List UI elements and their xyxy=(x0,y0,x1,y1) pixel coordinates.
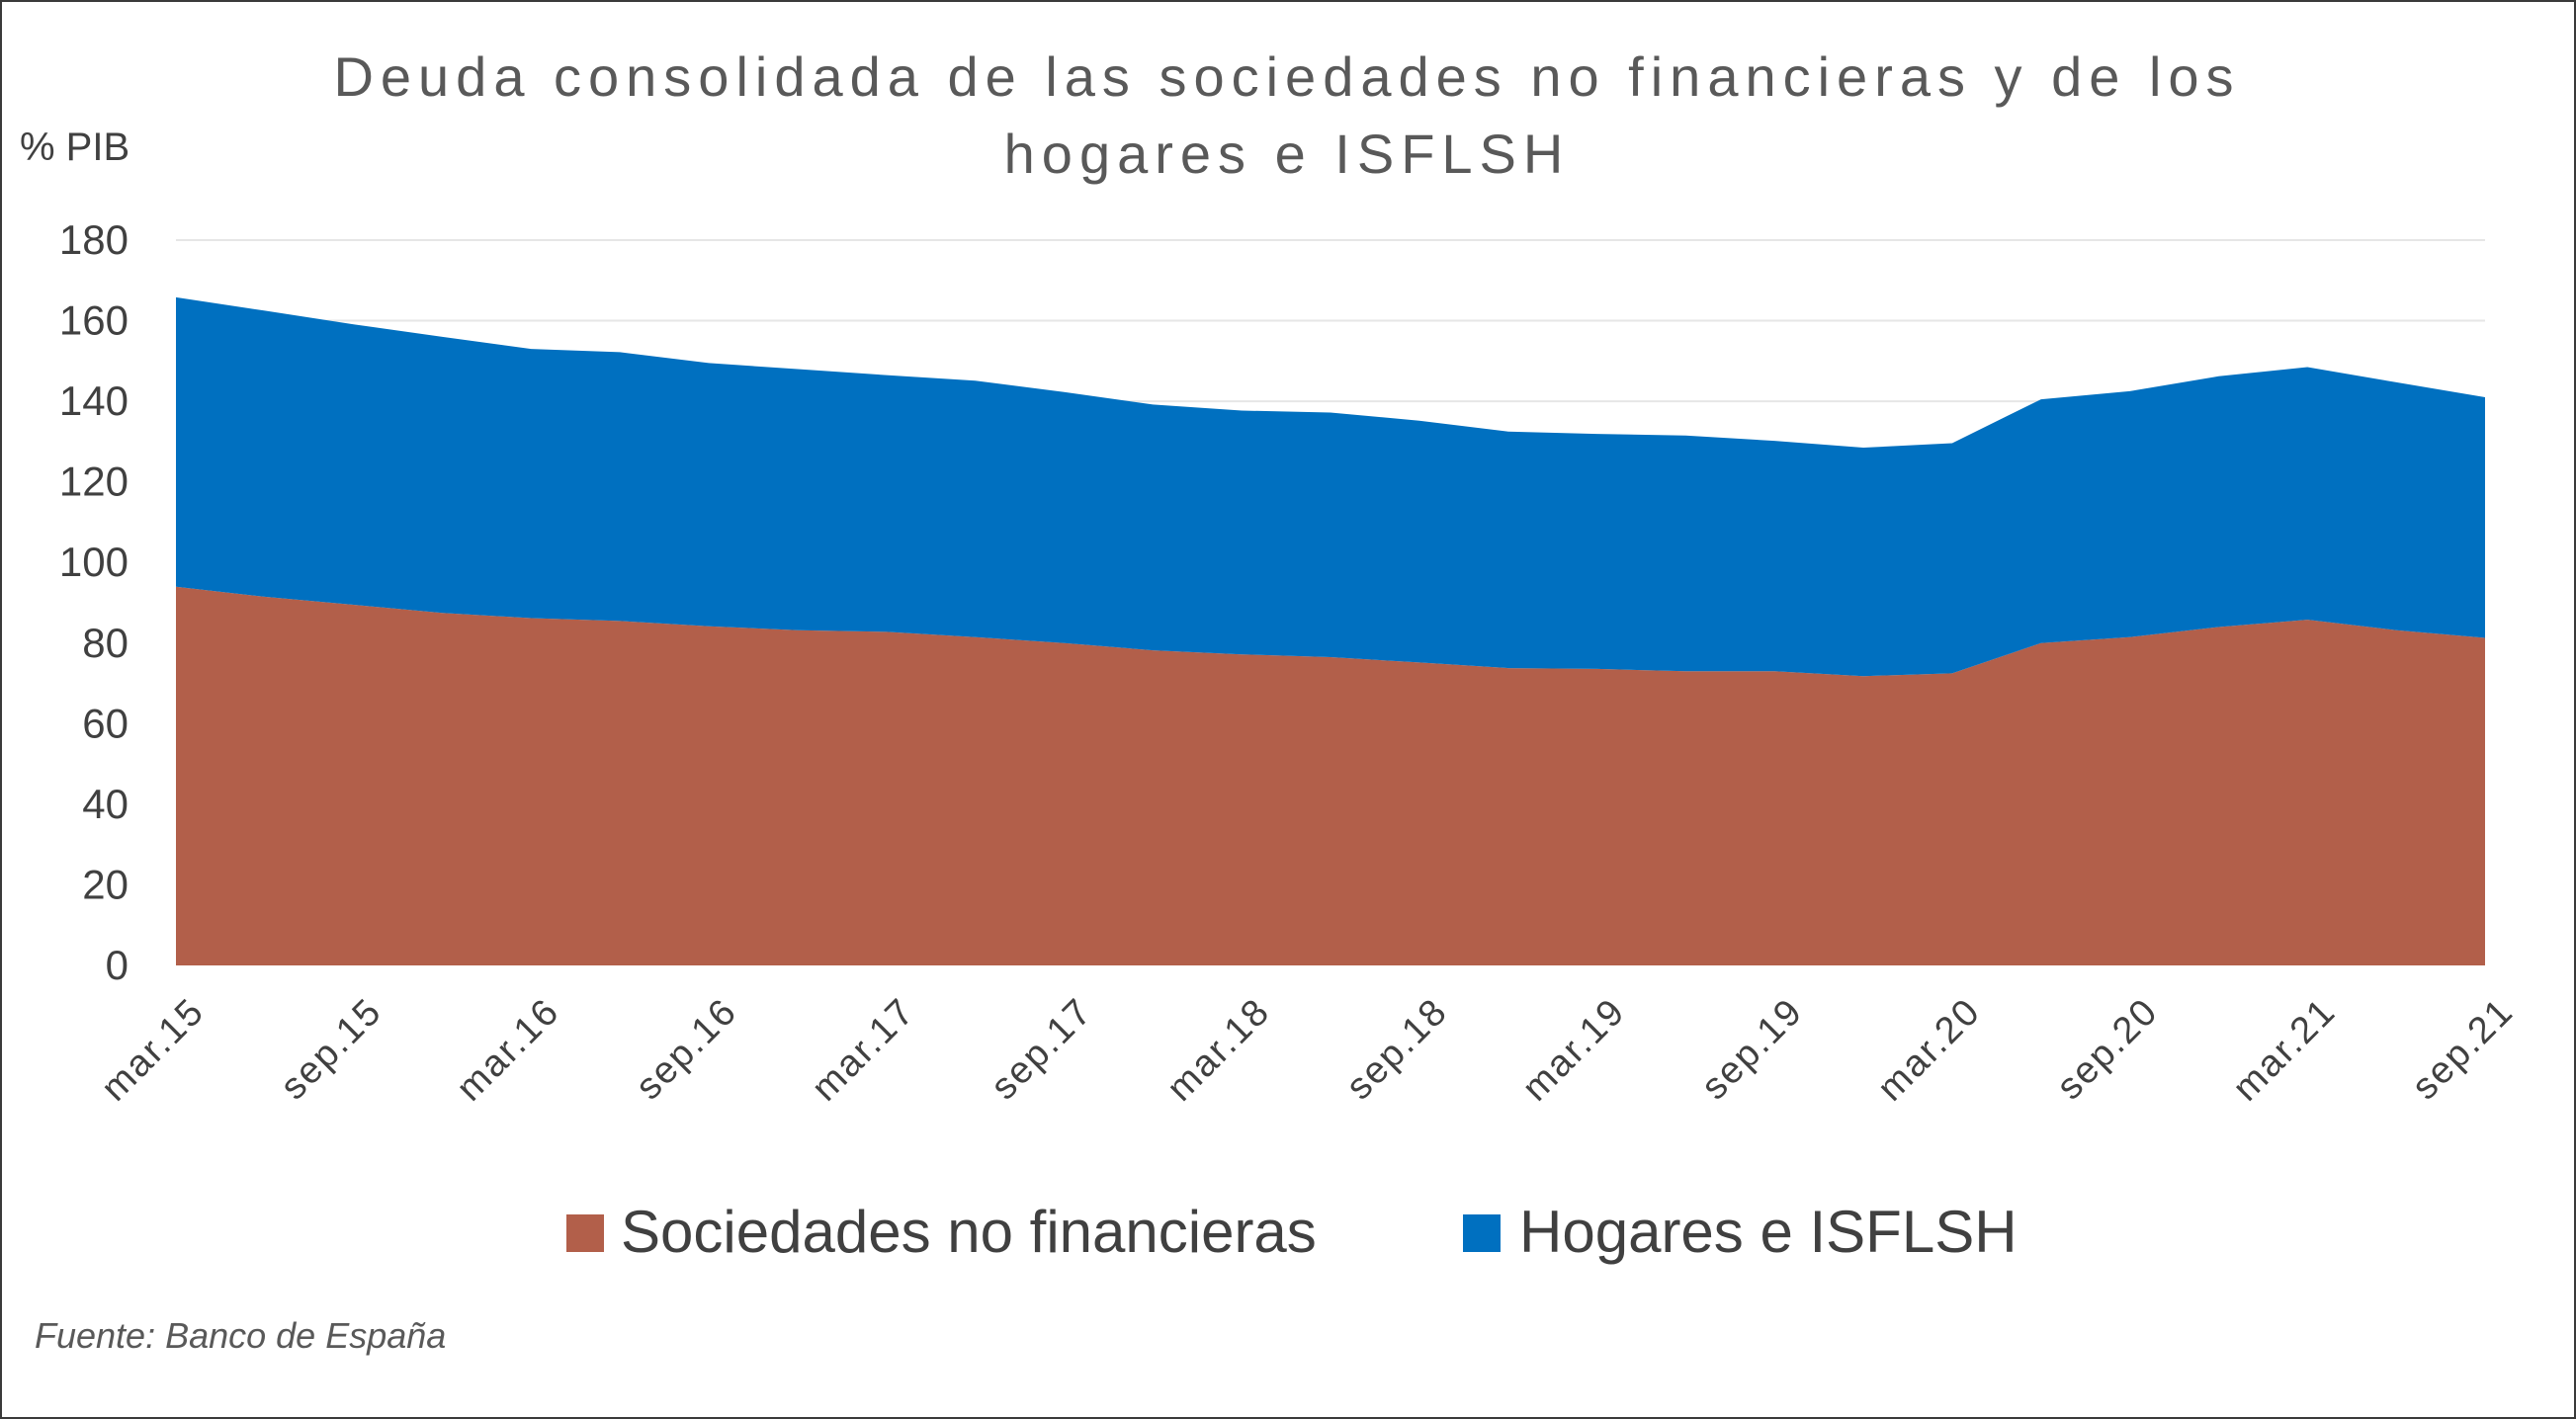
y-axis-label: % PIB xyxy=(20,125,129,169)
legend-swatch-hogares xyxy=(1463,1214,1501,1252)
x-tick-label: mar.17 xyxy=(804,990,922,1109)
area-series-hogares-isflsh xyxy=(176,296,2485,677)
x-tick-label: mar.15 xyxy=(94,990,213,1109)
legend-label-hogares: Hogares e ISFLSH xyxy=(1519,1199,2018,1265)
y-tick-label: 140 xyxy=(59,377,129,424)
y-tick-label: 40 xyxy=(82,781,129,827)
x-tick-label: sep.16 xyxy=(628,990,745,1108)
chart-title-line-1: Deuda consolidada de las sociedades no f… xyxy=(333,45,2240,108)
y-tick-label: 160 xyxy=(59,297,129,344)
x-tick-label: sep.15 xyxy=(273,990,390,1108)
area-series-sociedades-no-financieras xyxy=(176,586,2485,965)
x-tick-label: mar.19 xyxy=(1514,990,1633,1109)
x-tick-label: mar.16 xyxy=(449,990,567,1109)
legend-label-sociedades: Sociedades no financieras xyxy=(621,1199,1317,1265)
y-tick-label: 20 xyxy=(82,861,129,907)
y-tick-label: 0 xyxy=(106,942,129,988)
x-tick-label: sep.19 xyxy=(1693,990,1811,1108)
source-note: Fuente: Banco de España xyxy=(35,1315,446,1356)
legend: Sociedades no financieras Hogares e ISFL… xyxy=(566,1199,2018,1265)
y-tick-label: 120 xyxy=(59,459,129,505)
stacked-areas xyxy=(176,296,2485,965)
y-tick-labels: 0 20 40 60 80 100 120 140 160 180 xyxy=(59,216,129,988)
x-tick-label: mar.20 xyxy=(1870,990,1989,1109)
x-tick-label: sep.17 xyxy=(984,990,1101,1108)
chart-title-line-2: hogares e ISFLSH xyxy=(1004,123,1571,185)
y-tick-label: 80 xyxy=(82,620,129,666)
x-tick-label: mar.21 xyxy=(2225,990,2344,1109)
x-tick-label: sep.20 xyxy=(2049,990,2167,1108)
legend-swatch-sociedades xyxy=(566,1214,604,1252)
y-tick-label: 180 xyxy=(59,216,129,263)
x-tick-label: sep.18 xyxy=(1338,990,1456,1108)
y-tick-label: 100 xyxy=(59,539,129,585)
x-tick-label: sep.21 xyxy=(2404,990,2522,1108)
x-tick-labels: mar.15 sep.15 mar.16 sep.16 mar.17 sep.17 mar.… xyxy=(94,990,2522,1109)
x-tick-label: mar.18 xyxy=(1159,990,1278,1109)
y-tick-label: 60 xyxy=(82,700,129,746)
